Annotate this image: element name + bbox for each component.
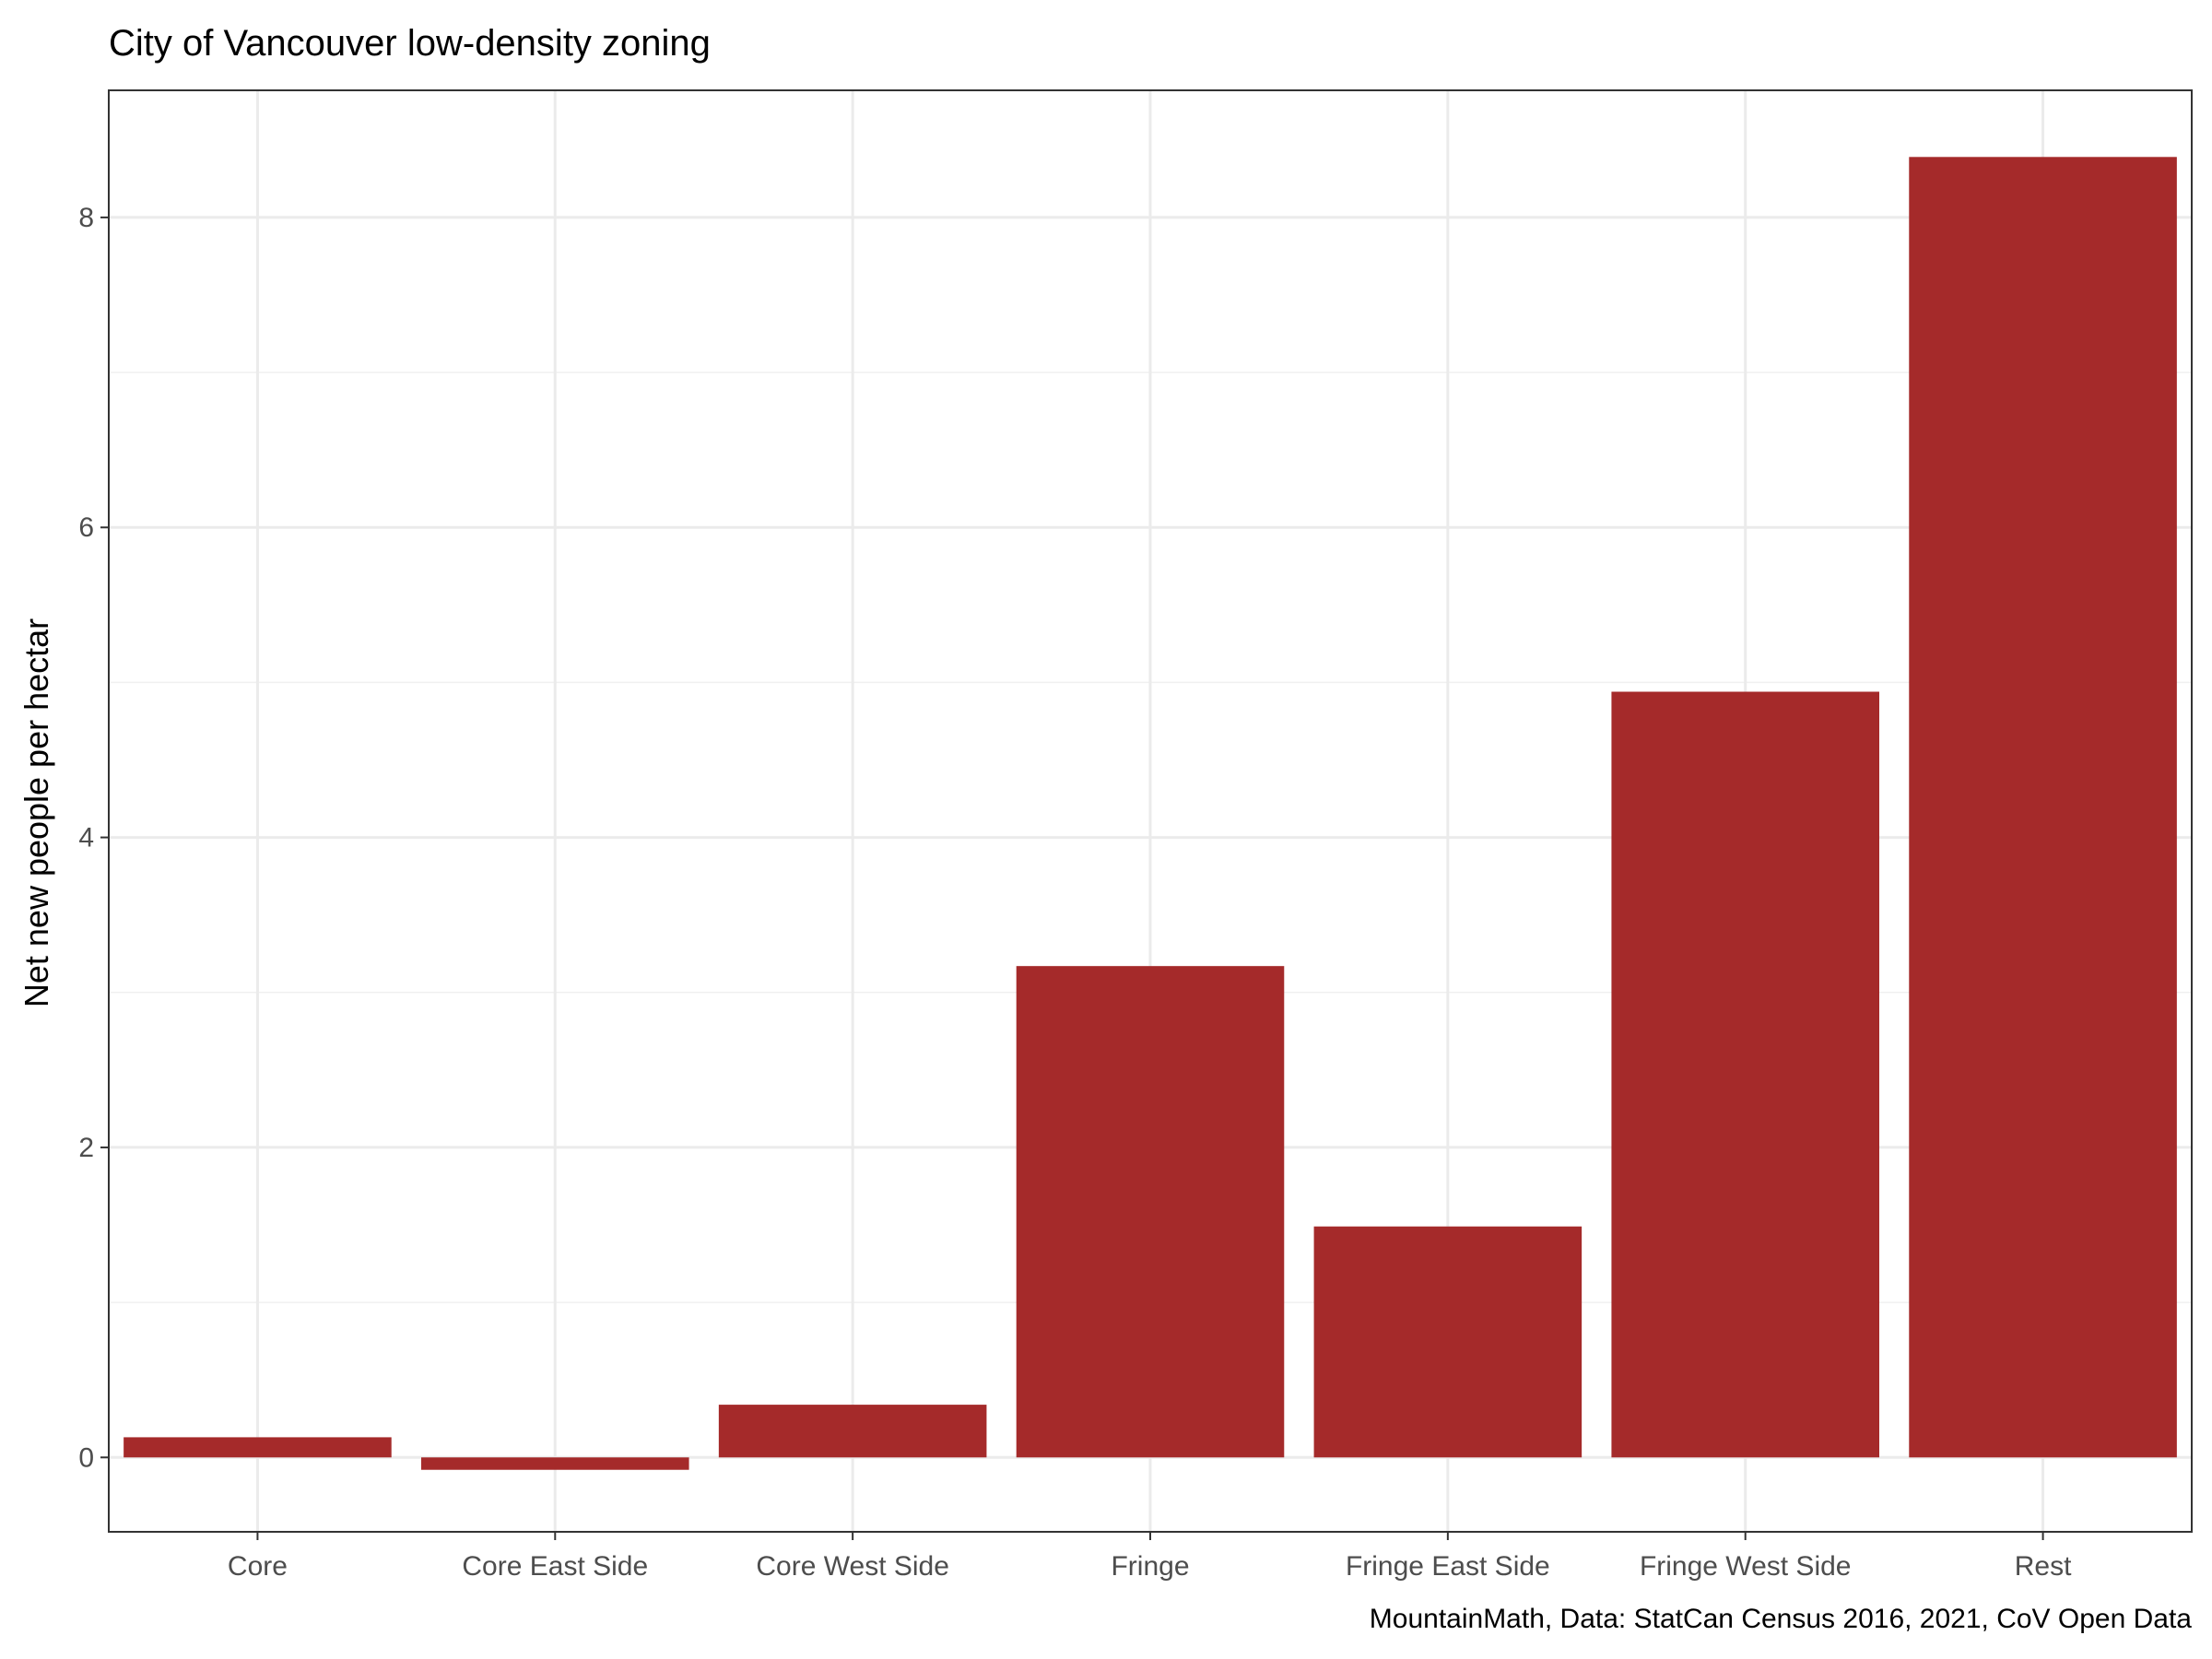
bar [718,1405,987,1458]
x-tick-label: Rest [2015,1551,2072,1582]
x-tick-label: Fringe West Side [1640,1551,1852,1582]
chart-caption: MountainMath, Data: StatCan Census 2016,… [1370,1604,2193,1634]
y-tick-label: 2 [78,1133,94,1163]
x-tick-label: Core [228,1551,288,1582]
x-tick-label: Fringe East Side [1346,1551,1550,1582]
x-tick-label: Fringe [1111,1551,1189,1582]
x-tick-label: Core West Side [756,1551,949,1582]
y-tick-label: 6 [78,512,94,543]
bar [421,1457,689,1470]
y-axis: 0 2 4 6 8 [78,203,109,1473]
bars [124,157,2177,1470]
x-axis: Core Core East Side Core West Side Fringe Fr… [228,1532,2072,1582]
x-tick-label: Core East Side [462,1551,648,1582]
bar [1016,966,1285,1458]
chart-title: City of Vancouver low-density zoning [109,23,711,64]
y-axis-label: Net new people per hectar [18,618,55,1007]
y-tick-label: 8 [78,203,94,233]
bar [1611,691,1879,1458]
y-tick-label: 4 [78,823,94,853]
bar [1313,1226,1583,1458]
y-tick-label: 0 [78,1442,94,1473]
bar [1909,157,2177,1458]
bar [124,1437,392,1458]
